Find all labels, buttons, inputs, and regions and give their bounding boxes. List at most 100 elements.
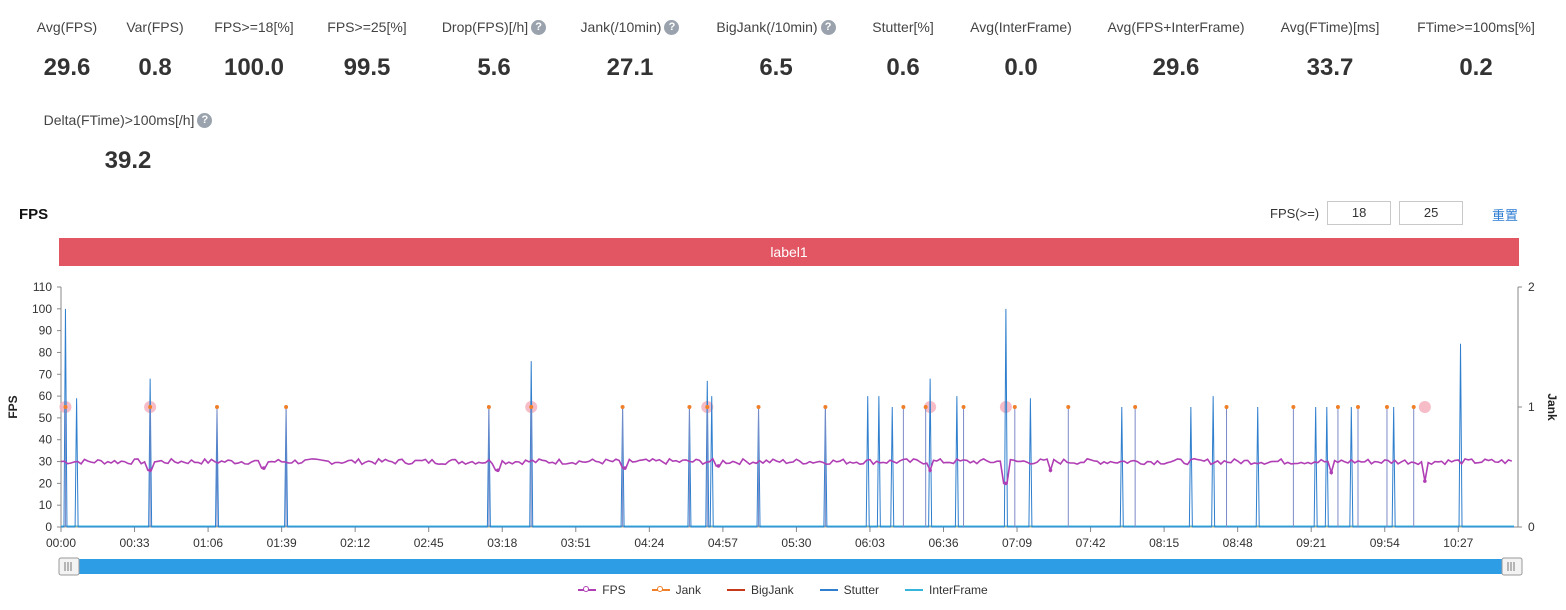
metric-value: 39.2 bbox=[104, 147, 152, 174]
help-icon[interactable]: ? bbox=[531, 19, 547, 35]
zoom-slider-track bbox=[59, 559, 1520, 574]
metric-label: Avg(FPS) bbox=[37, 19, 97, 35]
metric-value: 0.0 bbox=[1004, 54, 1038, 81]
y-right-tick-label: 0 bbox=[1528, 520, 1535, 534]
help-icon[interactable]: ? bbox=[664, 19, 680, 35]
y-left-tick-label: 30 bbox=[39, 455, 53, 469]
x-tick-label: 08:15 bbox=[1149, 536, 1179, 550]
x-tick-label: 04:57 bbox=[708, 536, 738, 550]
legend-item-interframe[interactable]: InterFrame bbox=[905, 583, 988, 597]
jank-point bbox=[620, 405, 625, 409]
fps-point bbox=[716, 464, 721, 468]
jank-point bbox=[1066, 405, 1071, 409]
legend-swatch bbox=[578, 586, 597, 592]
metric-6: BigJank(/10min)? 6.5 bbox=[686, 19, 866, 82]
metric-value: 0.8 bbox=[138, 54, 172, 81]
jank-point bbox=[63, 405, 68, 409]
jank-point bbox=[529, 405, 534, 409]
metric-label-text: Delta(FTime)>100ms[/h] bbox=[43, 112, 195, 128]
x-tick-label: 05:30 bbox=[781, 536, 811, 550]
legend-item-stutter[interactable]: Stutter bbox=[819, 583, 879, 597]
x-tick-label: 02:12 bbox=[340, 536, 370, 550]
metric-value: 27.1 bbox=[606, 54, 654, 81]
fps-series-line bbox=[60, 457, 1513, 485]
x-tick-label: 09:21 bbox=[1296, 536, 1326, 550]
metric-label: FPS>=25[%] bbox=[327, 19, 406, 35]
jank-point bbox=[705, 405, 710, 409]
metric-label: FPS>=18[%] bbox=[214, 19, 293, 35]
metric-11: FTime>=100ms[%] 0.2 bbox=[1386, 19, 1566, 82]
jank-point bbox=[823, 405, 828, 409]
metric-label-text: Jank(/10min) bbox=[580, 19, 662, 35]
metric-12: Delta(FTime)>100ms[/h]? 39.2 bbox=[38, 112, 218, 175]
y-left-tick-label: 50 bbox=[39, 411, 53, 425]
jank-point bbox=[961, 405, 966, 409]
y-right-tick-label: 1 bbox=[1528, 400, 1535, 414]
y-left-tick-label: 80 bbox=[39, 345, 53, 359]
y-left-tick-label: 90 bbox=[39, 324, 53, 338]
metric-10: Avg(FTime)[ms] 33.7 bbox=[1240, 19, 1420, 82]
metric-label: Avg(FPS+InterFrame) bbox=[1107, 19, 1244, 35]
zoom-handle-left bbox=[58, 557, 80, 576]
y-left-axis-title: FPS bbox=[6, 395, 20, 418]
x-tick-label: 01:39 bbox=[267, 536, 297, 550]
metric-value: 0.2 bbox=[1459, 54, 1493, 81]
x-tick-label: 06:03 bbox=[855, 536, 885, 550]
y-left-tick-label: 60 bbox=[39, 389, 53, 403]
label-banner[interactable]: label1 bbox=[59, 238, 1519, 266]
metric-label: Drop(FPS)[/h]? bbox=[442, 19, 547, 35]
fps-threshold-low-input[interactable]: 18 bbox=[1327, 201, 1392, 225]
fps-point bbox=[623, 466, 627, 470]
metric-3: FPS>=25[%] 99.5 bbox=[277, 19, 457, 82]
metric-9: Avg(FPS+InterFrame) 29.6 bbox=[1086, 19, 1266, 82]
legend-swatch-dot bbox=[656, 586, 663, 592]
y-left-tick-label: 10 bbox=[39, 498, 53, 512]
metric-7: Stutter[%] 0.6 bbox=[813, 19, 993, 82]
metric-label-text: FTime>=100ms[%] bbox=[1417, 19, 1535, 35]
legend-item-jank[interactable]: Jank bbox=[651, 583, 701, 597]
jank-point bbox=[1384, 405, 1389, 409]
fps-threshold-high-input[interactable]: 25 bbox=[1399, 201, 1464, 225]
metric-value: 33.7 bbox=[1306, 54, 1354, 81]
fps-threshold-label: FPS(>=) bbox=[1270, 205, 1320, 221]
jank-point bbox=[923, 405, 928, 409]
x-tick-label: 06:36 bbox=[928, 536, 958, 550]
metric-label: Stutter[%] bbox=[872, 19, 933, 35]
jank-point bbox=[486, 405, 491, 409]
fps-point bbox=[1329, 470, 1334, 475]
legend-item-bigjank[interactable]: BigJank bbox=[726, 583, 794, 597]
jank-point bbox=[1335, 405, 1340, 409]
jank-point bbox=[1291, 405, 1296, 409]
y-left-tick-label: 20 bbox=[39, 476, 53, 490]
metric-label: FTime>=100ms[%] bbox=[1417, 19, 1535, 35]
legend-swatch-dot bbox=[583, 586, 590, 592]
metric-label-text: Avg(FPS+InterFrame) bbox=[1107, 19, 1245, 35]
fps-point bbox=[148, 468, 152, 473]
metric-value: 0.6 bbox=[886, 54, 920, 81]
help-icon[interactable]: ? bbox=[820, 19, 836, 35]
x-tick-label: 00:33 bbox=[120, 536, 150, 550]
x-tick-label: 02:45 bbox=[414, 536, 444, 550]
fps-point bbox=[1048, 468, 1053, 473]
zoom-handle-right bbox=[1501, 557, 1523, 576]
metric-label: BigJank(/10min)? bbox=[716, 19, 836, 35]
metric-4: Drop(FPS)[/h]? 5.6 bbox=[404, 19, 584, 82]
help-icon[interactable]: ? bbox=[197, 112, 213, 128]
x-tick-label: 03:51 bbox=[561, 536, 591, 550]
jank-point bbox=[214, 405, 219, 409]
reset-button[interactable]: 重置 bbox=[1492, 208, 1519, 223]
legend-label: Jank bbox=[675, 583, 701, 597]
legend-swatch bbox=[726, 589, 745, 591]
legend-swatch bbox=[905, 589, 924, 591]
metric-0: Avg(FPS) 29.6 bbox=[0, 19, 157, 82]
jank-point bbox=[1012, 405, 1017, 409]
metric-label: Delta(FTime)>100ms[/h]? bbox=[44, 112, 213, 128]
y-left-tick-label: 0 bbox=[45, 520, 52, 534]
legend-item-fps[interactable]: FPS bbox=[578, 583, 626, 597]
x-tick-label: 10:27 bbox=[1443, 536, 1473, 550]
fps-point bbox=[1423, 479, 1427, 483]
metric-label: Avg(InterFrame) bbox=[970, 19, 1072, 35]
y-right-axis-title: Jank bbox=[1545, 393, 1559, 421]
jank-point bbox=[284, 405, 289, 409]
metric-5: Jank(/10min)? 27.1 bbox=[540, 19, 720, 82]
